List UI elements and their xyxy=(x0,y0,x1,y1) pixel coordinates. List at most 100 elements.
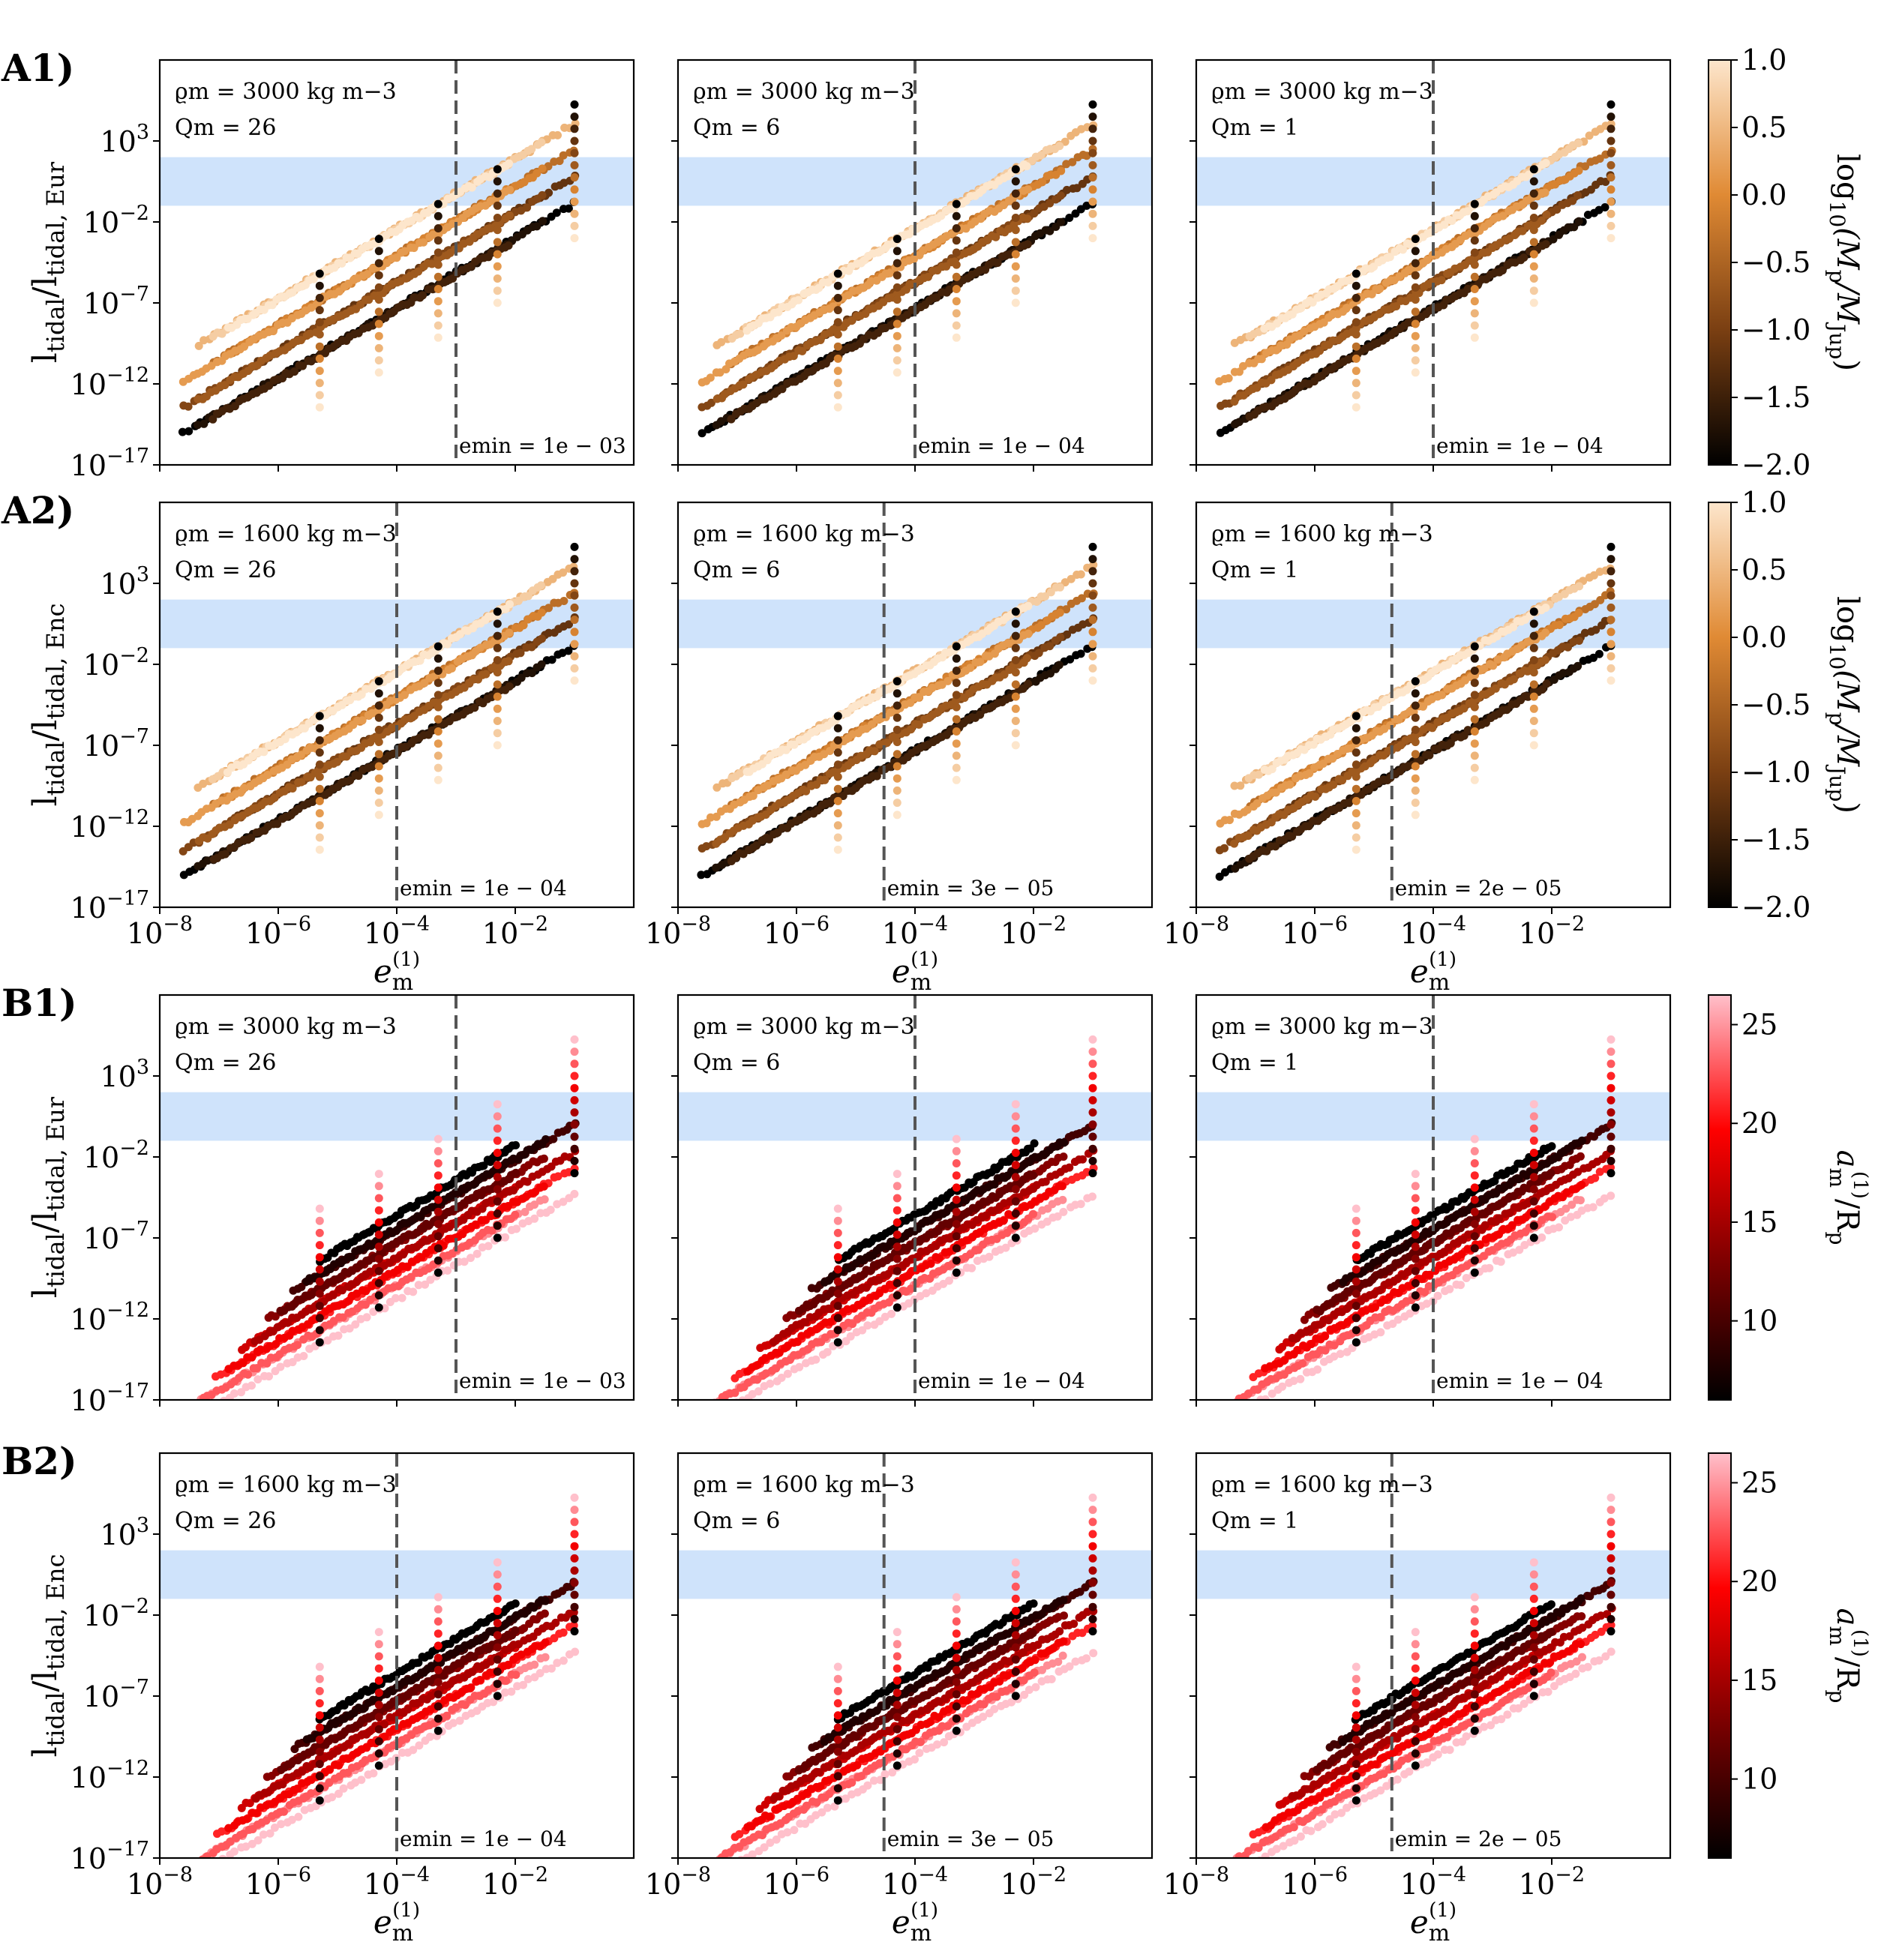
data-point xyxy=(1352,318,1360,327)
data-point xyxy=(536,581,545,590)
data-point xyxy=(537,608,546,617)
data-point xyxy=(976,658,985,667)
data-point xyxy=(820,775,830,784)
x-tick-label: 10−6 xyxy=(764,913,830,950)
data-point xyxy=(374,368,383,377)
data-point xyxy=(467,183,476,192)
data-point xyxy=(418,291,428,300)
data-point xyxy=(932,293,941,302)
data-point xyxy=(1024,679,1033,688)
data-point xyxy=(493,286,502,295)
quality-factor-annotation: Qm = 6 xyxy=(693,557,780,583)
data-point xyxy=(570,160,579,169)
y-tick-label: 10−2 xyxy=(83,644,149,682)
data-point xyxy=(315,833,324,842)
data-point xyxy=(570,197,579,206)
data-point xyxy=(374,343,383,352)
data-point xyxy=(1399,245,1407,254)
data-point xyxy=(1088,221,1097,230)
data-point xyxy=(833,269,842,278)
data-point xyxy=(892,799,902,808)
data-point xyxy=(1411,343,1420,352)
data-point xyxy=(505,682,514,691)
data-point xyxy=(1088,173,1097,182)
data-point xyxy=(1011,680,1020,689)
data-point xyxy=(1606,136,1616,145)
data-point xyxy=(493,729,502,738)
data-point xyxy=(1046,226,1054,235)
data-point xyxy=(1088,234,1097,243)
data-point xyxy=(1411,259,1420,268)
data-point xyxy=(1411,271,1420,280)
data-point xyxy=(1352,281,1360,290)
data-point xyxy=(434,297,442,306)
data-point xyxy=(570,234,579,243)
data-point xyxy=(1352,367,1360,376)
data-point xyxy=(833,724,842,733)
data-point xyxy=(952,224,961,232)
data-point xyxy=(434,763,442,772)
data-point xyxy=(524,592,532,601)
data-point xyxy=(374,677,383,686)
data-point xyxy=(434,739,442,748)
data-point xyxy=(358,716,367,725)
data-point xyxy=(374,356,383,365)
data-point xyxy=(1057,166,1066,175)
data-point xyxy=(506,185,514,194)
data-point xyxy=(338,259,346,268)
data-point xyxy=(1529,262,1538,271)
data-point xyxy=(230,402,239,411)
data-point xyxy=(1011,656,1020,664)
data-point xyxy=(1011,201,1020,210)
data-point xyxy=(833,796,842,805)
data-point xyxy=(1437,276,1446,285)
data-point xyxy=(952,667,961,675)
data-point xyxy=(1411,331,1420,340)
data-point xyxy=(315,318,324,327)
data-point xyxy=(532,169,542,178)
data-point xyxy=(952,751,961,760)
data-point xyxy=(374,259,383,268)
data-point xyxy=(1470,297,1479,306)
data-point xyxy=(1558,669,1568,678)
data-point xyxy=(1239,391,1248,400)
data-point xyxy=(1470,321,1479,330)
data-point xyxy=(354,772,363,781)
data-point xyxy=(1470,272,1479,281)
reference-band xyxy=(678,599,1152,649)
data-point xyxy=(748,791,758,800)
data-point xyxy=(315,724,324,733)
emin-annotation: emin = 1e − 04 xyxy=(400,876,567,901)
data-point xyxy=(434,667,442,675)
data-point xyxy=(1529,238,1538,247)
data-point xyxy=(374,738,383,747)
data-point xyxy=(570,124,579,133)
data-point xyxy=(952,763,961,772)
data-point xyxy=(315,281,324,290)
data-point xyxy=(1411,247,1420,256)
data-point xyxy=(1606,173,1616,182)
data-point xyxy=(374,774,383,783)
data-point xyxy=(523,203,532,212)
data-point xyxy=(892,738,902,747)
data-point xyxy=(538,164,547,173)
data-point xyxy=(290,367,299,376)
y-tick-label: 103 xyxy=(100,563,149,601)
data-point xyxy=(1411,307,1420,316)
data-point xyxy=(434,224,442,232)
data-point xyxy=(570,616,579,625)
data-point xyxy=(1055,583,1064,592)
data-point xyxy=(833,306,842,315)
data-point xyxy=(374,725,383,734)
data-point xyxy=(1574,166,1583,175)
data-point xyxy=(519,621,528,630)
data-point xyxy=(493,238,502,247)
data-point xyxy=(570,173,579,182)
data-point xyxy=(570,591,579,600)
data-point xyxy=(1088,628,1097,637)
data-point xyxy=(493,680,502,689)
data-point xyxy=(952,199,961,208)
data-point xyxy=(296,751,305,760)
data-point xyxy=(1529,214,1538,222)
